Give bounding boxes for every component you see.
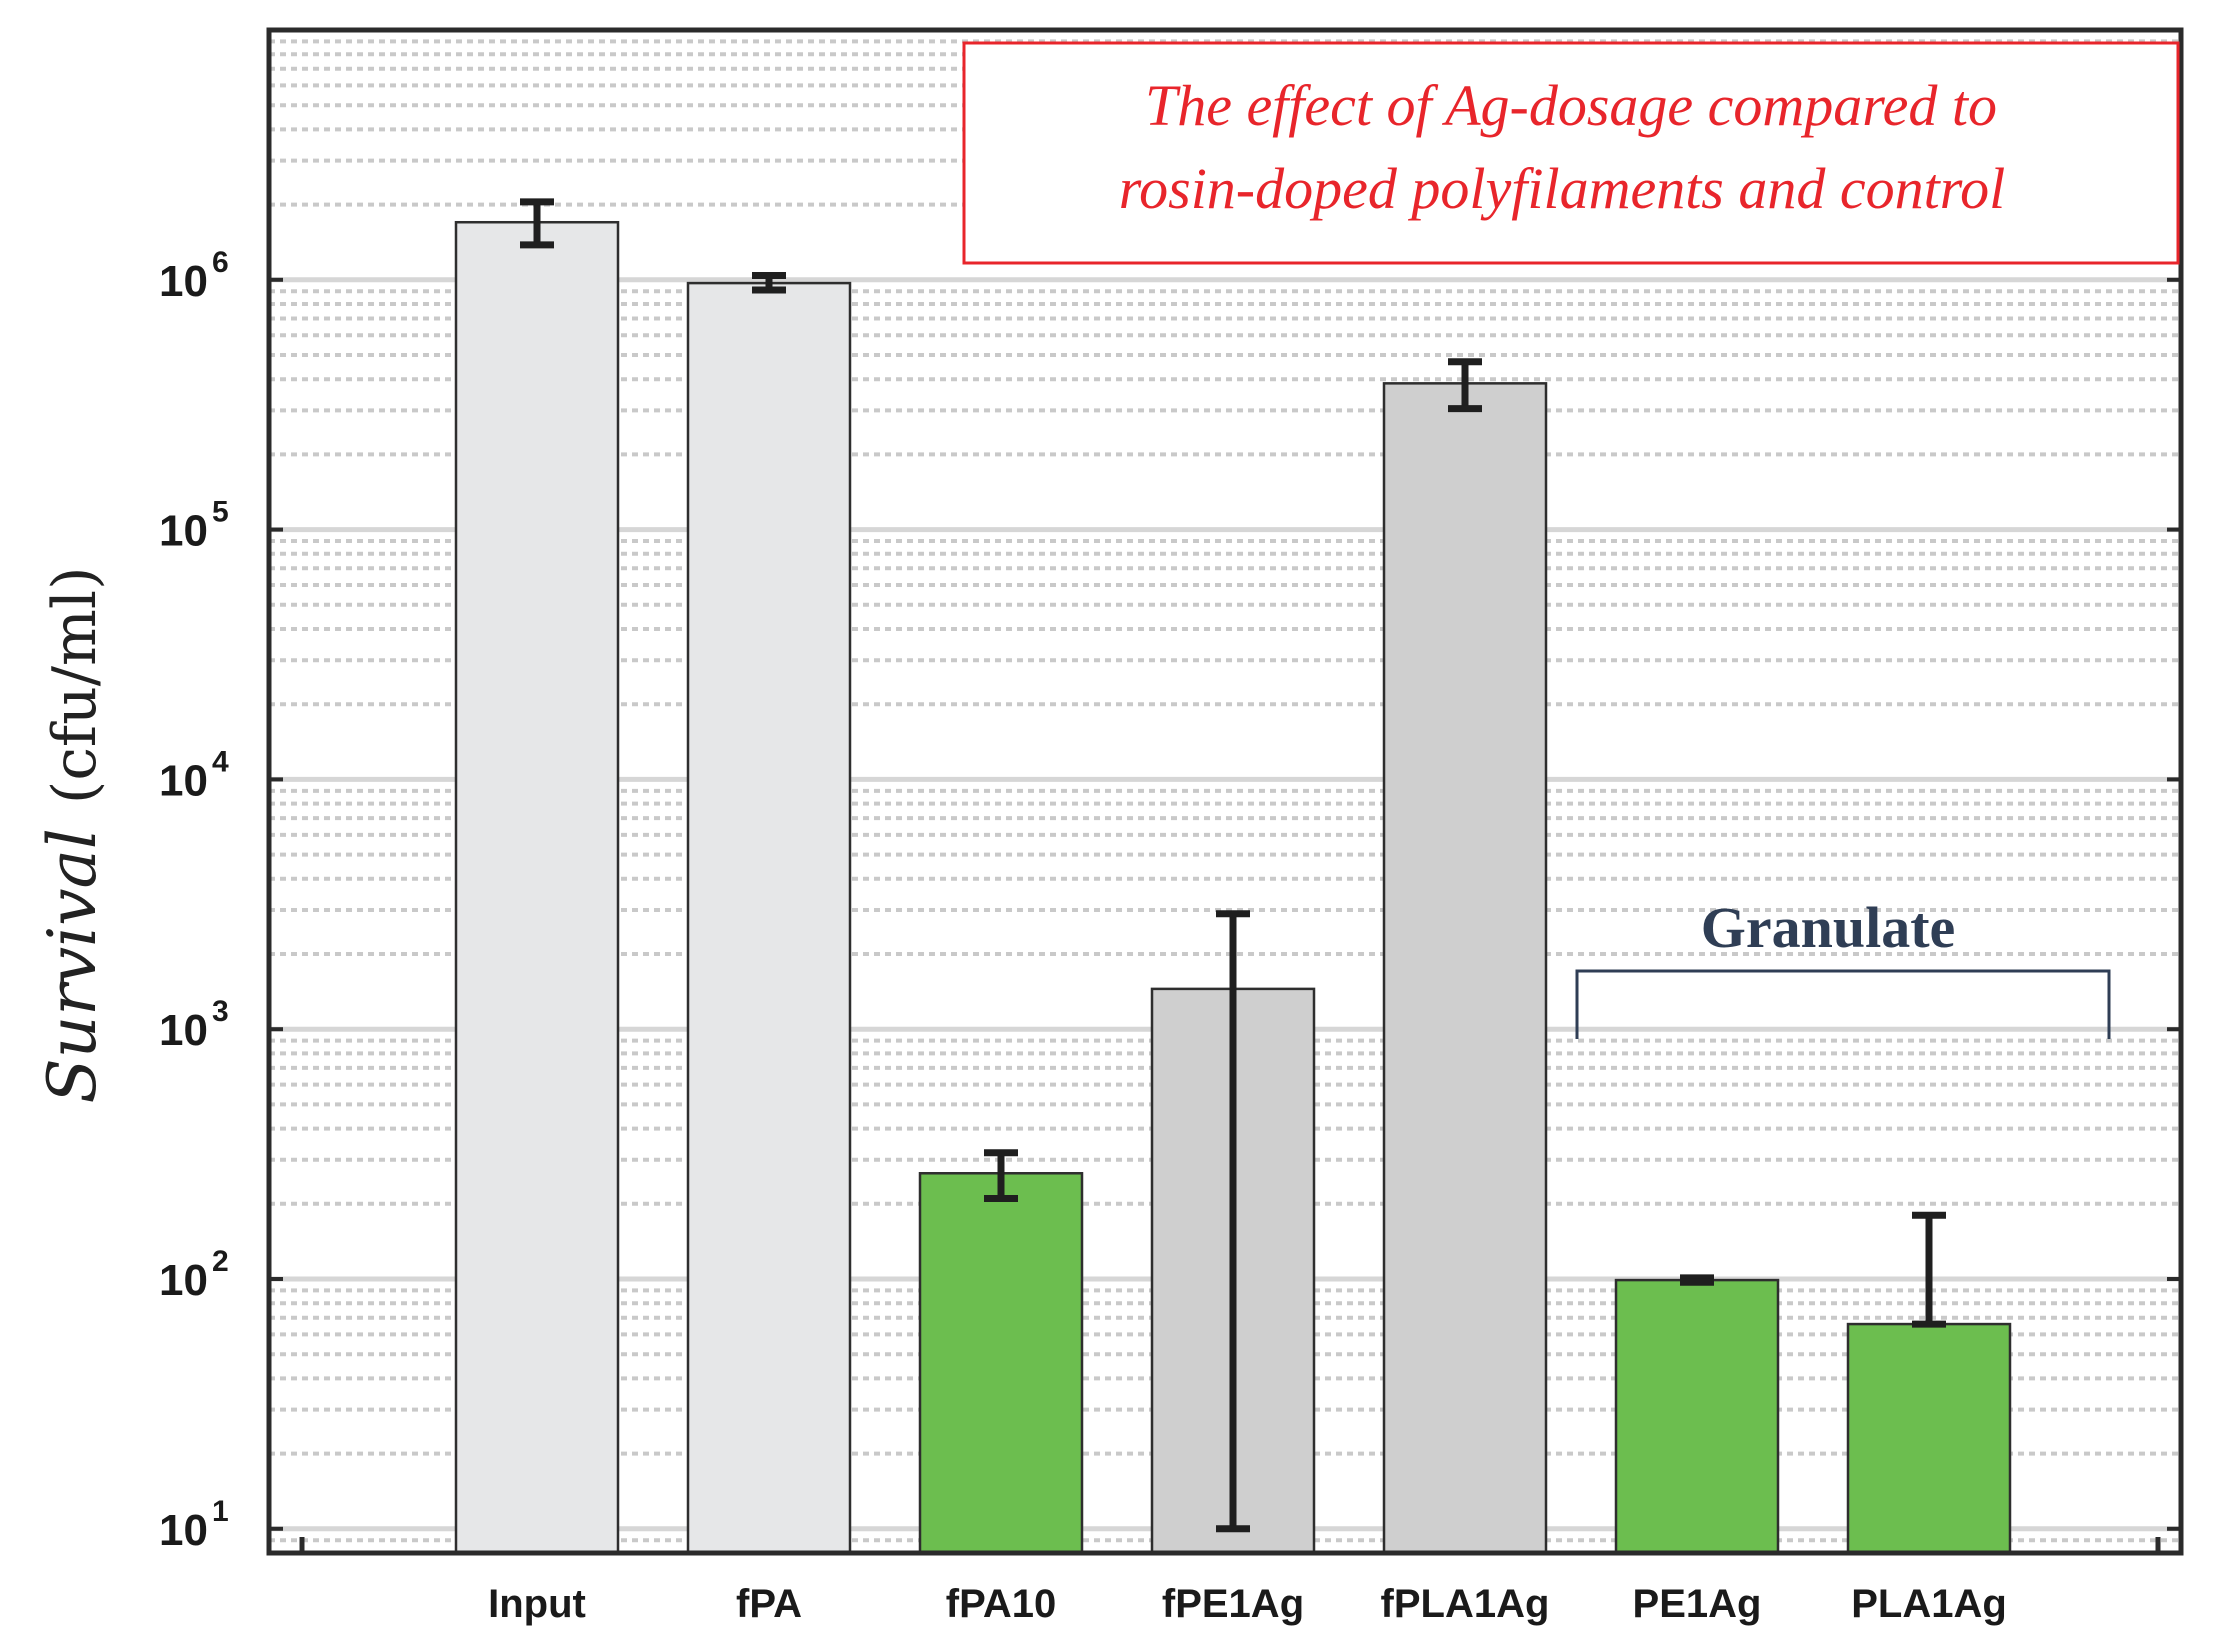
x-tick-label-Input: Input (488, 1582, 586, 1626)
bar-fPLA1Ag (1382, 382, 1548, 1555)
y-tick-exponent-4: 4 (212, 745, 229, 778)
bar-PLA1Ag (1846, 1322, 2012, 1555)
svg-text:Survival (cfu/ml): Survival (cfu/ml) (34, 567, 111, 1104)
y-tick-exponent-6: 6 (212, 246, 229, 279)
y-tick-label-2: 10 (159, 1256, 208, 1305)
bar-fPA10 (918, 1172, 1084, 1555)
granulate-label: Granulate (1701, 895, 1956, 960)
y-axis-label-unit: (cfu/ml) (40, 567, 110, 805)
x-tick-label-PE1Ag: PE1Ag (1633, 1582, 1762, 1626)
title-line-2: rosin-doped polyfilaments and control (1119, 156, 2006, 221)
bar-fPA (686, 281, 852, 1555)
y-tick-label-4: 10 (159, 756, 208, 805)
y-tick-exponent-5: 5 (212, 496, 229, 529)
plot-frame (266, 27, 2184, 1556)
y-tick-exponent-3: 3 (212, 995, 229, 1028)
y-axis-label: Survival (cfu/ml) (34, 567, 111, 1104)
bar-Input (454, 220, 620, 1555)
granulate-bracket: Granulate (1575, 895, 2111, 1039)
x-tick-label-fPA: fPA (736, 1582, 802, 1626)
bar-PE1Ag (1614, 1278, 1780, 1555)
title-box: The effect of Ag-dosage compared to rosi… (962, 41, 2180, 265)
title-box-border (962, 41, 2180, 265)
x-tick-label-fPA10: fPA10 (946, 1582, 1056, 1626)
x-tick-label-fPE1Ag: fPE1Ag (1162, 1582, 1304, 1626)
y-tick-label-1: 10 (159, 1506, 208, 1555)
title-line-1: The effect of Ag-dosage compared to (1145, 73, 1997, 138)
y-tick-label-3: 10 (159, 1006, 208, 1055)
granulate-bracket-line (1575, 969, 2111, 1039)
x-category-labels: Input fPA fPA10 fPE1Ag fPLA1Ag PE1Ag PLA1Ag (488, 1582, 2007, 1626)
error-bars-layer (520, 198, 1946, 1533)
x-tick-label-PLA1Ag: PLA1Ag (1851, 1582, 2007, 1626)
y-tick-label-5: 10 (159, 507, 208, 556)
y-axis-label-italic: Survival (34, 828, 111, 1103)
y-tick-label-6: 10 (159, 257, 208, 306)
y-tick-exponent-2: 2 (212, 1245, 229, 1278)
x-tick-label-fPLA1Ag: fPLA1Ag (1381, 1582, 1550, 1626)
y-tick-exponent-1: 1 (212, 1495, 229, 1528)
